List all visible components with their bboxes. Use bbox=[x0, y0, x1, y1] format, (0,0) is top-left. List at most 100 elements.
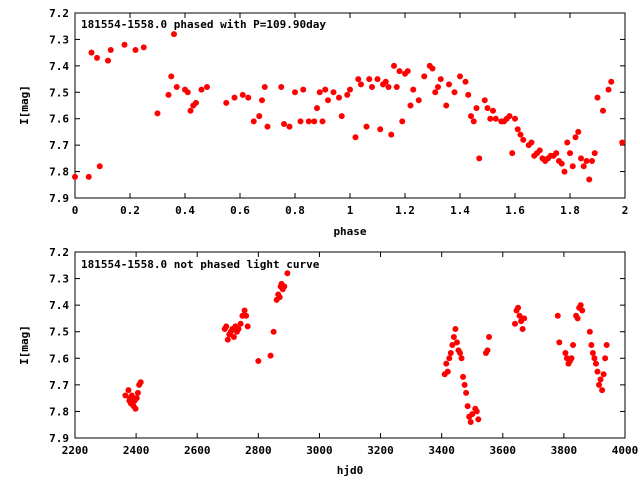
unphased-data-point bbox=[125, 387, 132, 394]
phased-data-point bbox=[586, 176, 593, 183]
phased-data-point bbox=[173, 84, 180, 91]
unphased-data-point bbox=[473, 408, 480, 415]
unphased-data-point bbox=[449, 341, 456, 348]
phased-data-point bbox=[434, 84, 441, 91]
phased-data-point bbox=[382, 78, 389, 85]
phased-x-tick-label: 2 bbox=[622, 204, 629, 217]
unphased-data-point bbox=[235, 326, 242, 333]
unphased-data-point bbox=[594, 368, 601, 375]
phased-data-point bbox=[300, 86, 307, 93]
phased-data-point bbox=[407, 102, 414, 109]
phased-data-point bbox=[572, 134, 579, 141]
phased-data-point bbox=[319, 118, 326, 125]
phased-data-point bbox=[96, 163, 103, 170]
phased-y-tick-label: 7.9 bbox=[49, 192, 69, 205]
phased-data-point bbox=[352, 134, 359, 141]
phased-data-point bbox=[487, 115, 494, 122]
phased-data-point bbox=[517, 131, 524, 138]
phased-data-point bbox=[85, 173, 92, 180]
phased-data-point bbox=[451, 89, 458, 96]
phased-x-tick-label: 1 bbox=[347, 204, 354, 217]
unphased-data-points bbox=[122, 270, 610, 426]
phased-data-point bbox=[605, 86, 612, 93]
phased-data-point bbox=[520, 136, 527, 143]
unphased-x-tick-label: 3000 bbox=[306, 444, 333, 457]
unphased-data-point bbox=[453, 339, 460, 346]
unphased-data-point bbox=[512, 320, 519, 327]
unphased-data-point bbox=[243, 312, 250, 319]
unphased-data-point bbox=[515, 304, 522, 311]
phased-data-point bbox=[322, 86, 329, 93]
phased-data-point bbox=[338, 113, 345, 120]
unphased-data-point bbox=[132, 405, 139, 412]
phased-data-point bbox=[390, 62, 397, 69]
unphased-data-point bbox=[267, 352, 274, 359]
unphased-data-point bbox=[270, 328, 277, 335]
unphased-y-tick-label: 7.8 bbox=[49, 405, 69, 418]
phased-data-point bbox=[357, 81, 364, 88]
unphased-data-point bbox=[484, 347, 491, 354]
phased-data-point bbox=[619, 139, 626, 146]
phased-y-ticks: 7.2 7.3 7.4 7.5 7.6 7.7 7.8 7.9 bbox=[49, 7, 625, 205]
phased-data-point bbox=[121, 41, 128, 48]
phased-data-point bbox=[410, 86, 417, 93]
phased-data-point bbox=[278, 84, 285, 91]
phased-data-point bbox=[393, 84, 400, 91]
phased-data-point bbox=[465, 91, 472, 98]
unphased-x-ticks: 2200 2400 2600 2800 3000 3200 3400 3600 3800 4000 bbox=[62, 252, 638, 457]
phased-data-point bbox=[470, 118, 477, 125]
phased-x-ticks: 0 0.2 0.4 0.6 0.8 1 1.2 1.4 1.6 1.8 2 bbox=[72, 13, 629, 217]
phased-data-point bbox=[203, 84, 210, 91]
unphased-data-point bbox=[475, 416, 482, 423]
phased-data-point bbox=[377, 126, 384, 133]
unphased-data-point bbox=[570, 341, 577, 348]
unphased-x-tick-label: 2200 bbox=[62, 444, 89, 457]
unphased-data-point bbox=[591, 355, 598, 362]
phased-data-point bbox=[489, 107, 496, 114]
phased-data-point bbox=[514, 126, 521, 133]
phased-data-point bbox=[561, 168, 568, 175]
unphased-data-point bbox=[237, 320, 244, 327]
phased-data-point bbox=[429, 65, 436, 72]
unphased-x-tick-label: 3200 bbox=[367, 444, 394, 457]
unphased-y-tick-label: 7.5 bbox=[49, 326, 69, 339]
unphased-y-tick-label: 7.3 bbox=[49, 273, 69, 286]
unphased-data-point bbox=[281, 283, 288, 290]
phased-data-point bbox=[344, 91, 351, 98]
unphased-data-point bbox=[516, 312, 523, 319]
unphased-data-point bbox=[463, 389, 470, 396]
unphased-data-point bbox=[521, 315, 528, 322]
phased-data-point bbox=[396, 68, 403, 75]
phased-data-point bbox=[363, 123, 370, 130]
phased-data-point bbox=[261, 84, 268, 91]
phased-data-point bbox=[536, 147, 543, 154]
unphased-data-point bbox=[589, 349, 596, 356]
unphased-data-point bbox=[597, 376, 604, 383]
unphased-data-point bbox=[122, 392, 129, 399]
phased-data-point bbox=[355, 76, 362, 83]
phased-data-point bbox=[445, 81, 452, 88]
phased-x-tick-label: 0.4 bbox=[175, 204, 195, 217]
unphased-data-point bbox=[444, 368, 451, 375]
phased-data-point bbox=[580, 163, 587, 170]
unphased-x-tick-label: 3400 bbox=[428, 444, 455, 457]
phased-data-point bbox=[564, 139, 571, 146]
unphased-data-point bbox=[603, 341, 610, 348]
unphased-data-point bbox=[128, 392, 135, 399]
unphased-data-point bbox=[596, 381, 603, 388]
phased-data-point bbox=[456, 73, 463, 80]
unphased-data-point bbox=[599, 387, 606, 394]
phased-data-point bbox=[528, 139, 535, 146]
unphased-data-point bbox=[241, 307, 248, 314]
phased-data-point bbox=[187, 107, 194, 114]
phased-x-tick-label: 1.6 bbox=[505, 204, 525, 217]
phased-chart-title: 181554-1558.0 phased with P=109.90day bbox=[81, 18, 326, 31]
unphased-data-point bbox=[458, 355, 465, 362]
phased-data-point bbox=[583, 157, 590, 164]
phased-data-point bbox=[575, 128, 582, 135]
phased-data-point bbox=[223, 99, 230, 106]
phased-data-point bbox=[591, 150, 598, 157]
unphased-data-point bbox=[574, 315, 581, 322]
unphased-data-point bbox=[586, 328, 593, 335]
phased-data-point bbox=[366, 76, 373, 83]
